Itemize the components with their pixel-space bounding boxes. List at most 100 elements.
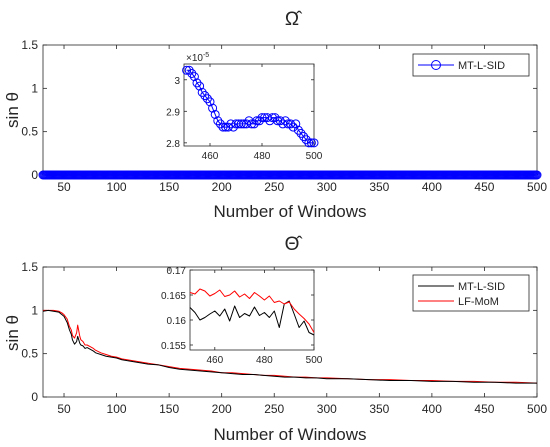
top-series-mt-l-sid [38,170,542,180]
top-inset-point [213,116,223,126]
bottom-inset-line-lf-mom [189,288,315,333]
x-tick-label: 450 [474,180,494,194]
top-inset-point [195,81,205,91]
y-tick-label: 1.5 [21,38,38,52]
top-legend-label: MT-L-SID [458,60,505,72]
top-inset-point [192,78,202,88]
top-y-axis-label: sin θ [3,92,22,128]
x-tick-label: 50 [57,402,71,416]
bottom-legend: MT-L-SID LF-MoM [412,274,530,312]
x-tick-label: 480 [254,151,271,162]
top-inset-exponent: ×10-5 [186,52,209,64]
top-inset-point [210,109,220,119]
top-legend-marker [431,60,441,70]
top-series-point [532,170,542,180]
top-inset-point [252,116,262,126]
y-tick-label: 1 [31,81,38,95]
top-inset-point [304,138,314,148]
bottom-x-axis-label: Number of Windows [213,425,366,444]
y-tick-label: 2.9 [166,107,180,118]
y-tick-label: 3 [174,76,180,87]
x-tick-label: 500 [306,355,323,366]
top-inset-point [275,116,285,126]
x-tick-label: 300 [317,402,337,416]
bottom-inset-y-ticks: 0.155 0.16 0.165 0.17 [161,266,314,352]
top-inset-series [182,65,319,148]
top-inset-point [267,113,277,123]
top-inset-point [187,68,197,78]
bottom-inset-area [189,269,315,351]
x-tick-label: 350 [369,402,389,416]
top-x-axis-label: Number of Windows [213,202,366,221]
top-inset-point [288,122,298,132]
bottom-y-ticks: 0 0.5 1 1.5 [21,260,537,404]
top-chart: Ω̂ 50 100 150 200 250 300 350 400 450 500 0 0.5 1 1.… [3,9,547,221]
x-tick-label: 500 [527,180,547,194]
top-inset-point [306,138,316,148]
x-tick-label: 350 [369,180,389,194]
x-tick-label: 500 [527,402,547,416]
top-inset-point [254,116,264,126]
top-inset-point [202,94,212,104]
bottom-y-axis-label: sin θ [3,315,22,351]
bottom-x-ticks: 50 100 150 200 250 300 350 400 450 500 [57,267,547,416]
top-inset-point [208,103,218,113]
x-tick-label: 400 [422,402,442,416]
top-inset-point [280,116,290,126]
bottom-legend-label-mt-l-sid: MT-L-SID [458,281,505,293]
x-tick-label: 100 [107,180,127,194]
top-inset-point [301,135,311,145]
top-inset-point [215,119,225,129]
y-tick-label: 0.5 [21,125,38,139]
top-inset-point [197,87,207,97]
top-inset-point [309,138,319,148]
x-tick-label: 200 [212,402,232,416]
bottom-inset-line-mt-l-sid [189,300,315,336]
bottom-chart: Θ̂ 50 100 150 200 250 300 350 400 450 500 0 0.5 1 1.… [3,234,547,444]
x-tick-label: 250 [264,402,284,416]
y-tick-label: 0.165 [161,291,186,302]
top-inset-point [184,65,194,75]
bottom-inset-x-ticks: 460 480 500 [206,270,323,366]
top-inset-point [293,125,303,135]
x-tick-label: 150 [159,402,179,416]
x-tick-label: 500 [306,151,323,162]
y-tick-label: 0.155 [161,341,186,352]
top-inset-point [205,97,215,107]
bottom-legend-label-lf-mom: LF-MoM [458,296,499,308]
x-tick-label: 460 [202,151,219,162]
top-inset-point [236,119,246,129]
y-tick-label: 1 [31,303,38,317]
bottom-inset: 460 480 500 0.155 0.16 0.165 0.17 [161,266,323,366]
y-tick-label: 0.17 [167,266,187,277]
y-tick-label: 1.5 [21,260,38,274]
x-tick-label: 50 [57,180,71,194]
x-tick-label: 100 [107,402,127,416]
top-x-ticks: 50 100 150 200 250 300 350 400 450 500 [57,45,547,194]
x-tick-label: 480 [256,355,273,366]
x-tick-label: 450 [474,402,494,416]
top-inset-point [218,122,228,132]
y-tick-label: 0.16 [167,316,187,327]
top-inset-point [291,119,301,129]
y-tick-label: 2.8 [166,139,180,150]
x-tick-label: 460 [206,355,223,366]
bottom-series-line-mt-l-sid [42,309,537,384]
top-inset-point [257,113,267,123]
top-inset-area [183,63,315,147]
x-tick-label: 300 [317,180,337,194]
top-inset: 460 480 500 2.8 2.9 3 ×10-5 [166,52,323,162]
top-inset-point [182,65,192,75]
x-tick-label: 150 [159,180,179,194]
y-tick-label: 0.5 [21,347,38,361]
top-inset-point [189,72,199,82]
bottom-inset-series [189,288,315,336]
y-tick-label: 0 [31,390,38,404]
top-inset-point [296,128,306,138]
bottom-chart-title: Θ̂ [285,234,304,255]
top-inset-point [247,119,257,129]
top-inset-point [270,113,280,123]
top-y-ticks: 0 0.5 1 1.5 [21,38,537,182]
top-chart-title: Ω̂ [285,9,303,30]
